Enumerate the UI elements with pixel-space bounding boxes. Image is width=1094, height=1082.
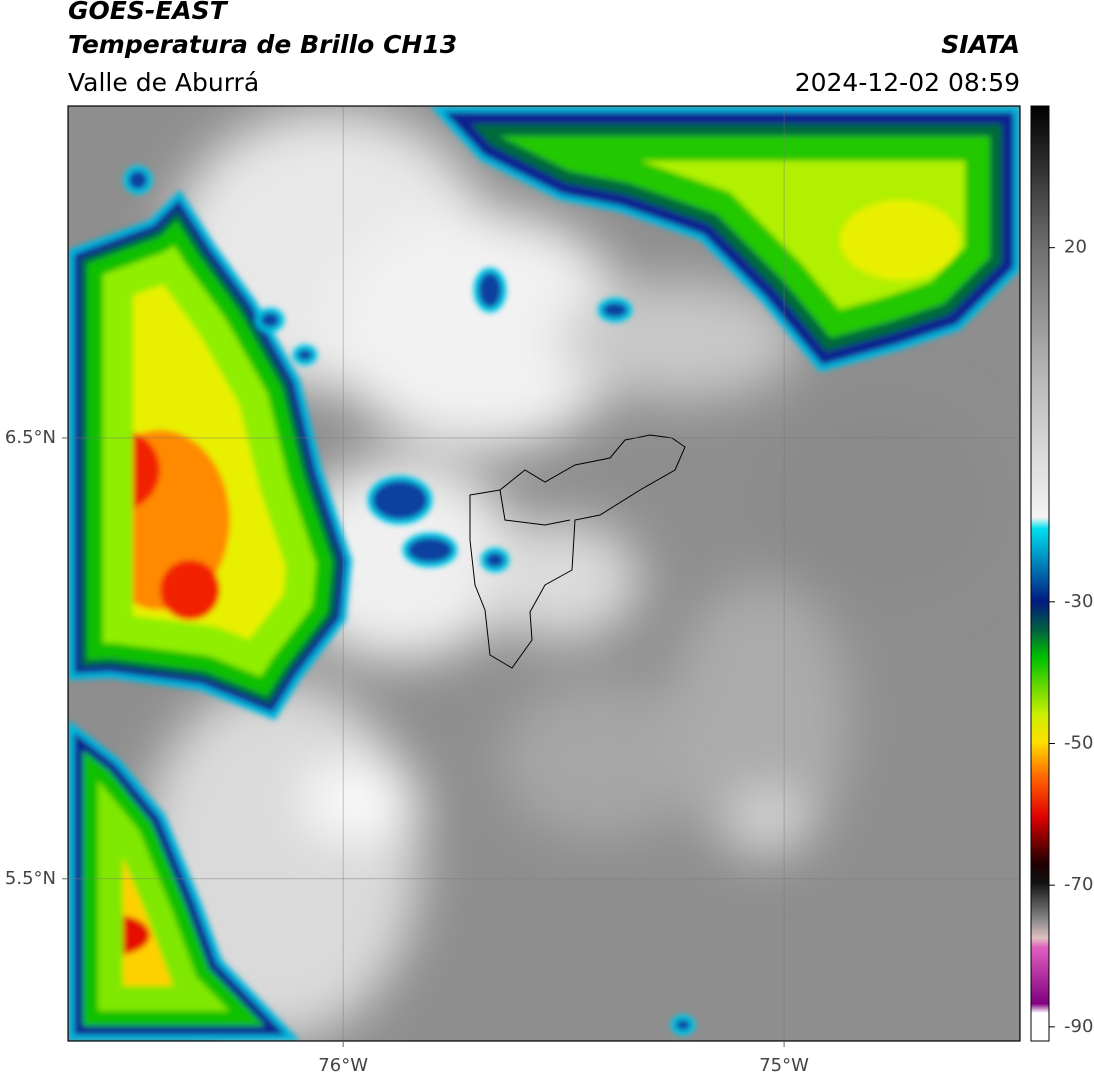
map-frame	[67, 105, 1021, 1042]
grid	[68, 106, 1020, 1041]
y-tick-label: 6.5°N	[5, 427, 56, 448]
x-tick-label: 76°W	[318, 1055, 368, 1076]
colorbar-tick-label: -30	[1064, 591, 1093, 612]
subtitle: Temperatura de Brillo CH13	[68, 30, 457, 59]
colorbar	[1030, 105, 1050, 1042]
title: GOES-EAST	[68, 0, 229, 25]
datetime: 2024-12-02 08:59	[795, 68, 1020, 97]
satellite-image	[68, 106, 1020, 1041]
colorbar-tick-label: -50	[1064, 733, 1093, 754]
colorbar-tick-label: 20	[1064, 237, 1087, 258]
region: Valle de Aburrá	[68, 68, 259, 97]
x-tick-label: 75°W	[759, 1055, 809, 1076]
colorbar-tick-label: -70	[1064, 874, 1093, 895]
colorbar-tick-label: -90	[1064, 1016, 1093, 1037]
source: SIATA	[941, 30, 1020, 59]
y-tick-label: 5.5°N	[5, 868, 56, 889]
